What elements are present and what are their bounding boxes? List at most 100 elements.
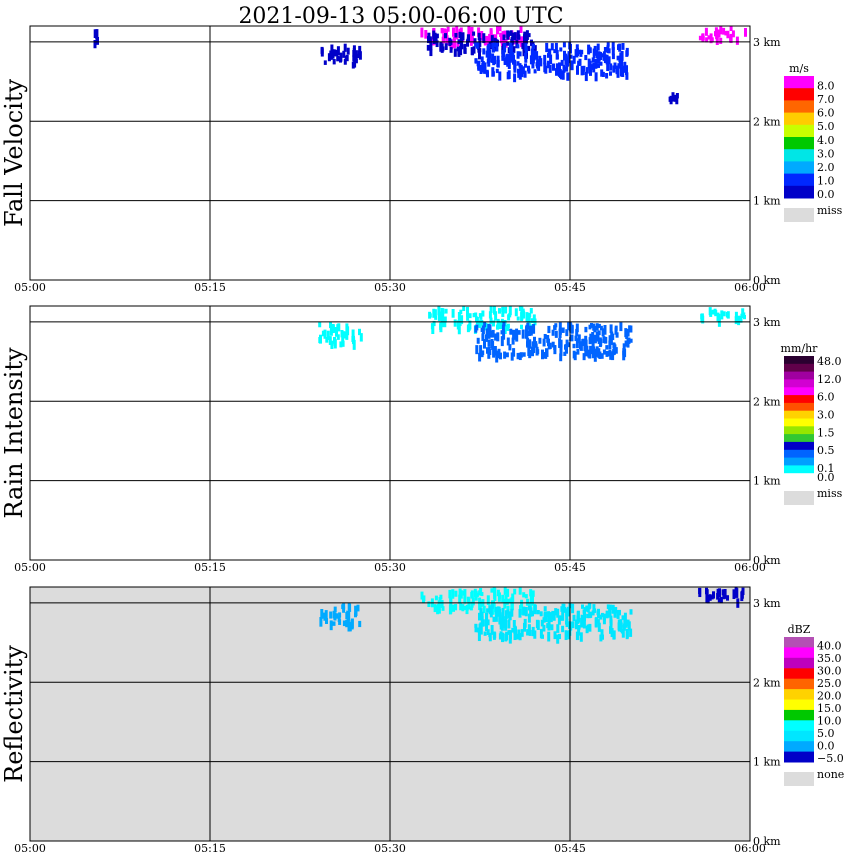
echo-cell bbox=[504, 306, 508, 314]
colorbar-swatch bbox=[784, 457, 814, 466]
echo-cell bbox=[488, 633, 492, 642]
echo-cell bbox=[472, 313, 476, 318]
echo-cell bbox=[318, 322, 322, 328]
echo-cell bbox=[457, 325, 461, 335]
colorbar-swatch bbox=[784, 173, 814, 187]
echo-cell bbox=[577, 626, 581, 636]
echo-cell bbox=[520, 324, 523, 330]
echo-cell bbox=[429, 49, 433, 57]
colorbar-label: 30.0 bbox=[817, 665, 842, 678]
echo-cell bbox=[513, 73, 517, 83]
echo-cell bbox=[463, 606, 467, 611]
echo-cell bbox=[533, 630, 537, 639]
echo-cell bbox=[528, 629, 532, 636]
colorbar-swatch bbox=[784, 76, 814, 89]
echo-cell bbox=[444, 308, 448, 314]
echo-cell bbox=[485, 35, 489, 42]
echo-cell bbox=[599, 325, 603, 331]
echo-cell bbox=[480, 66, 484, 72]
echo-cell bbox=[498, 71, 502, 81]
echo-cell bbox=[472, 31, 476, 36]
echo-cell bbox=[486, 608, 490, 613]
echo-cell bbox=[526, 598, 530, 606]
echo-cell bbox=[554, 330, 558, 338]
echo-cell bbox=[486, 71, 489, 78]
echo-cell bbox=[590, 64, 594, 71]
colorbar-swatch bbox=[784, 647, 814, 659]
echo-cell bbox=[480, 56, 484, 63]
echo-cell bbox=[498, 614, 502, 625]
echo-cell bbox=[470, 47, 474, 56]
echo-cell bbox=[458, 594, 462, 604]
x-tick-label: 05:45 bbox=[554, 842, 586, 855]
colorbar-label: 25.0 bbox=[817, 677, 842, 690]
echo-cell bbox=[561, 611, 565, 621]
echo-cell bbox=[499, 621, 503, 630]
echo-cell bbox=[513, 32, 517, 41]
echo-cell bbox=[540, 619, 544, 627]
echo-cell bbox=[538, 337, 542, 344]
colorbar-label: 5.0 bbox=[817, 120, 835, 133]
echo-cell bbox=[564, 630, 568, 641]
y-tick-label: 2 km bbox=[753, 395, 781, 408]
echo-cell bbox=[609, 63, 613, 71]
echo-cell bbox=[575, 44, 579, 54]
echo-cell bbox=[552, 63, 555, 71]
echo-cell bbox=[457, 312, 461, 321]
echo-cell bbox=[580, 614, 584, 623]
echo-cell bbox=[428, 311, 432, 319]
echo-cell bbox=[625, 629, 629, 640]
echo-cell bbox=[527, 331, 531, 336]
echo-cell bbox=[732, 591, 736, 597]
echo-cell bbox=[95, 37, 99, 44]
echo-cell bbox=[516, 352, 520, 360]
echo-cell bbox=[452, 27, 455, 37]
echo-cell bbox=[588, 623, 592, 632]
echo-cell bbox=[575, 338, 579, 349]
echo-cell bbox=[475, 316, 478, 323]
echo-cell bbox=[593, 45, 597, 54]
echo-cell bbox=[599, 614, 603, 620]
echo-cell bbox=[539, 611, 543, 617]
echo-cell bbox=[619, 619, 623, 624]
echo-cell bbox=[607, 48, 611, 54]
colorbar-swatch bbox=[784, 730, 814, 742]
echo-cell bbox=[424, 30, 428, 39]
colorbar-swatch bbox=[784, 668, 814, 680]
echo-cell bbox=[529, 325, 533, 336]
echo-cell bbox=[492, 600, 495, 608]
echo-cell bbox=[582, 65, 586, 72]
echo-cell bbox=[329, 322, 332, 329]
echo-cell bbox=[489, 608, 493, 618]
echo-cell bbox=[705, 589, 709, 595]
echo-cell bbox=[524, 43, 528, 51]
echo-cell bbox=[354, 53, 358, 62]
echo-cell bbox=[339, 341, 343, 348]
echo-cell bbox=[555, 68, 558, 76]
echo-cell bbox=[442, 33, 446, 44]
echo-cell bbox=[524, 607, 528, 617]
x-tick-label: 05:30 bbox=[374, 842, 406, 855]
echo-cell bbox=[506, 588, 510, 597]
echo-cell bbox=[531, 626, 535, 637]
echo-cell bbox=[491, 341, 495, 350]
echo-cell bbox=[572, 343, 576, 349]
echo-cell bbox=[459, 309, 463, 315]
echo-cell bbox=[605, 345, 609, 350]
echo-cell bbox=[488, 33, 492, 44]
colorbar-label: 3.0 bbox=[817, 147, 835, 160]
echo-cell bbox=[458, 31, 462, 38]
echo-cell bbox=[454, 590, 458, 597]
echo-cell bbox=[507, 314, 511, 321]
colorbar-label: 2.0 bbox=[817, 161, 835, 174]
echo-cell bbox=[514, 308, 518, 317]
echo-cell bbox=[629, 628, 633, 637]
echo-cell bbox=[474, 624, 478, 633]
echo-cell bbox=[606, 42, 610, 47]
echo-cell bbox=[555, 49, 559, 60]
echo-cell bbox=[503, 42, 507, 53]
echo-cell bbox=[448, 589, 452, 599]
echo-cell bbox=[468, 313, 472, 319]
echo-cell bbox=[620, 629, 624, 634]
echo-cell bbox=[569, 336, 573, 342]
